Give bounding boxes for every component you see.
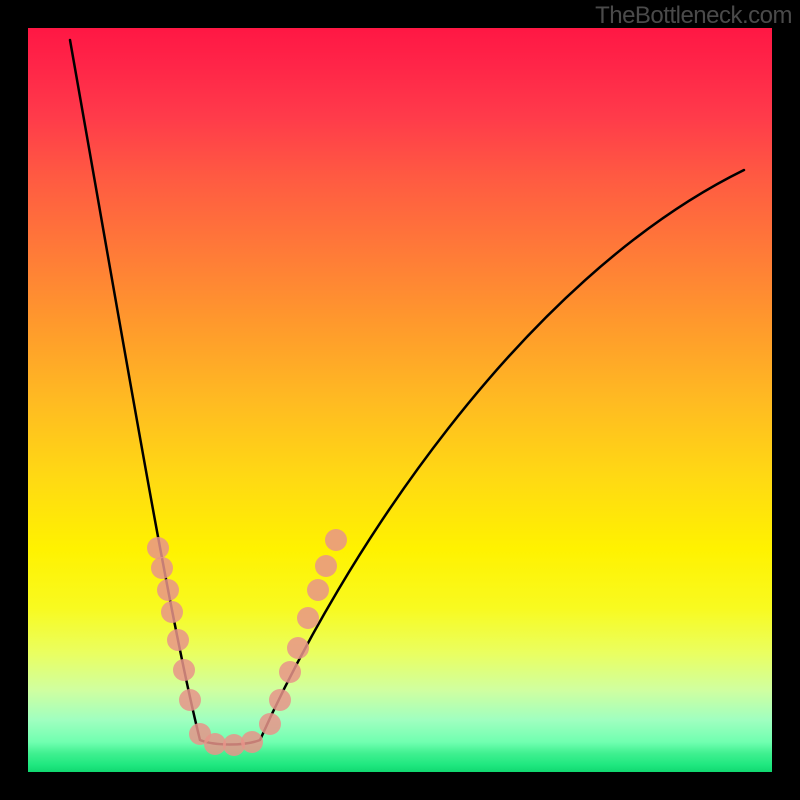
marker-point	[241, 731, 263, 753]
marker-point	[179, 689, 201, 711]
marker-point	[151, 557, 173, 579]
marker-point	[315, 555, 337, 577]
gradient-background	[28, 28, 772, 772]
marker-point	[259, 713, 281, 735]
marker-point	[269, 689, 291, 711]
marker-point	[297, 607, 319, 629]
marker-point	[161, 601, 183, 623]
marker-point	[157, 579, 179, 601]
marker-point	[307, 579, 329, 601]
marker-point	[325, 529, 347, 551]
watermark-text: TheBottleneck.com	[595, 2, 792, 30]
marker-point	[173, 659, 195, 681]
marker-point	[279, 661, 301, 683]
chart-frame: TheBottleneck.com	[0, 0, 800, 800]
marker-point	[147, 537, 169, 559]
marker-point	[204, 733, 226, 755]
marker-point	[167, 629, 189, 651]
bottleneck-chart	[0, 0, 800, 800]
marker-point	[287, 637, 309, 659]
